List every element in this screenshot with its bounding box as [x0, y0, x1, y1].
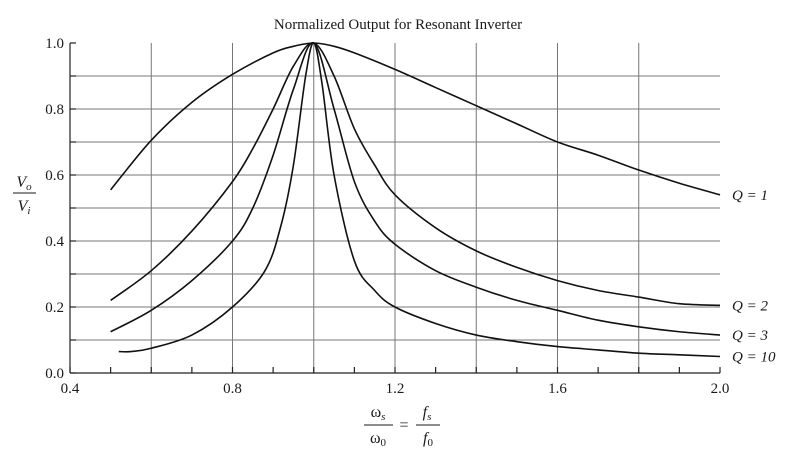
svg-text:fs: fs	[423, 404, 432, 423]
y-tick-label: 0.4	[45, 234, 64, 250]
series-line-q-2	[110, 42, 721, 307]
x-tick-label: 2.0	[711, 381, 730, 397]
axes	[69, 42, 721, 374]
y-tick-label: 0.6	[45, 168, 64, 184]
x-label-rhs-num: f	[423, 404, 430, 421]
svg-text:ωs: ωs	[371, 404, 386, 423]
series-label-q-2: Q = 2	[732, 298, 768, 314]
x-tick-label: 0.4	[61, 381, 80, 397]
chart-title: Normalized Output for Resonant Inverter	[274, 17, 522, 33]
series-line-q-3	[110, 42, 721, 336]
y-label-den: V	[18, 198, 30, 215]
y-tick-label: 1.0	[45, 36, 64, 52]
x-tick-label: 0.8	[223, 381, 242, 397]
series-lines	[110, 42, 721, 358]
svg-text:f0: f0	[423, 430, 433, 449]
y-axis-label: Vo Vi	[13, 174, 36, 217]
y-label-num-sub: o	[26, 181, 32, 193]
y-tick-label: 0.8	[45, 102, 64, 118]
svg-text:Vi: Vi	[18, 198, 31, 217]
y-label-num: V	[16, 174, 28, 191]
x-label-rhs-num-sub: s	[427, 411, 431, 423]
y-tick-label: 0.0	[45, 366, 64, 382]
x-label-lhs-den: ω	[370, 430, 381, 447]
y-tick-label: 0.2	[45, 300, 64, 316]
x-label-rhs-den: f	[423, 430, 430, 447]
x-label-lhs-num: ω	[371, 404, 382, 421]
x-tick-label: 1.2	[386, 381, 405, 397]
svg-text:ω0: ω0	[370, 430, 387, 449]
x-axis-label: ωs ω0 = fs f0	[364, 404, 440, 449]
x-label-lhs-den-sub: 0	[381, 437, 387, 449]
x-tick-label: 1.6	[548, 381, 567, 397]
x-label-lhs-num-sub: s	[381, 411, 385, 423]
series-labels: Q = 1 Q = 2 Q = 3 Q = 10	[732, 188, 776, 366]
grid	[70, 43, 720, 373]
x-label-rhs-den-sub: 0	[427, 437, 433, 449]
x-tick-labels: 0.4 0.8 1.2 1.6 2.0	[61, 381, 730, 397]
series-line-q-10	[118, 42, 721, 358]
y-tick-labels: 0.0 0.2 0.4 0.6 0.8 1.0	[45, 36, 64, 382]
series-label-q-10: Q = 10	[732, 350, 776, 366]
series-label-q-3: Q = 3	[732, 328, 768, 344]
x-label-equals: =	[399, 417, 408, 434]
y-label-den-sub: i	[27, 205, 30, 217]
series-label-q-1: Q = 1	[732, 188, 768, 204]
svg-text:Vo: Vo	[16, 174, 32, 193]
series-line-q-1	[110, 42, 721, 196]
